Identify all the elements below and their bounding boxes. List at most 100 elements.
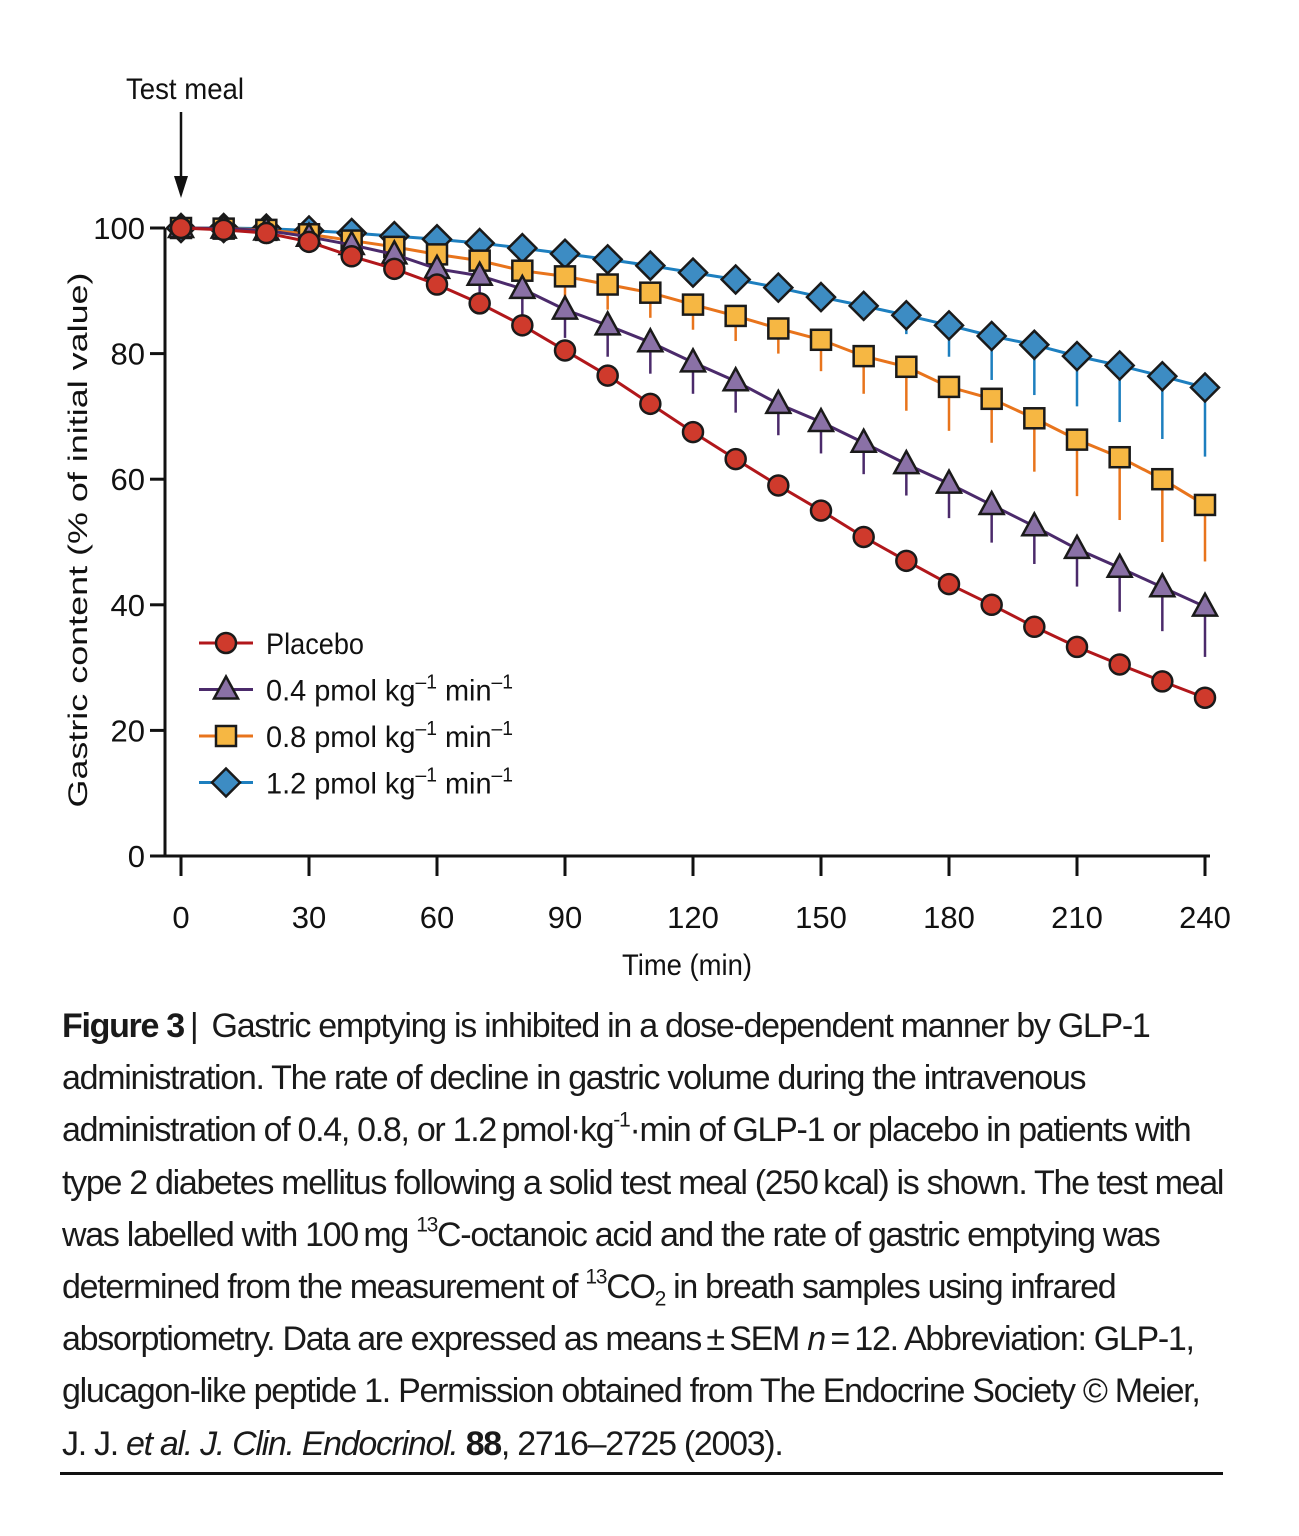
caption-sup: 13 [416,1213,438,1237]
caption-text: C-octanoic acid and the rate of gastric … [62,1215,1161,1307]
data-point [719,263,752,296]
line-chart: Test meal 0 20 40 60 80 100 0 30 60 90 120 150 180 2… [63,73,1231,982]
x-tick-label: 90 [548,900,582,935]
data-point [762,271,795,304]
legend: Placebo 0.4 pmol kg–1 min–1 0.8 pmol kg–1 … [199,628,513,801]
data-point [1023,407,1046,430]
data-point [636,326,665,353]
data-point [634,249,667,282]
x-tick-label: 150 [795,900,847,935]
data-point [1193,493,1217,517]
data-point [806,406,836,433]
data-point [847,290,880,322]
x-axis-label: Time (min) [622,949,752,982]
data-point [980,593,1003,617]
caption-text [458,1425,466,1463]
data-point [895,549,918,573]
caption-sup: 13 [585,1265,607,1289]
y-tick-label: 80 [111,337,145,372]
data-point [596,364,619,387]
data-point [852,525,875,549]
data-point [1193,686,1217,709]
data-point [297,230,321,254]
data-point [677,256,709,289]
y-tick-label: 20 [111,713,145,748]
x-tick-label: 60 [420,900,454,935]
data-point [639,281,662,304]
data-point [553,339,577,362]
data-point [468,292,491,315]
data-point [383,257,406,281]
caption-volume: 88 [465,1424,503,1463]
x-tick-label: 120 [667,900,719,935]
data-point [593,309,622,336]
data-point [1189,371,1221,404]
data-point [721,365,750,392]
caption-rule [60,1472,1223,1475]
caption-text: CO [606,1268,656,1307]
data-point [340,245,363,268]
caption-text: ·min of GLP-1 or placebo in patients wit… [62,1111,1224,1254]
data-point [724,304,747,328]
figure-label: Figure 3 [62,1007,185,1045]
caption-text [192,1425,200,1463]
data-point [1020,510,1049,537]
data-point [809,499,833,522]
y-tick-label: 60 [111,462,145,497]
caption-separator: | [189,1007,199,1045]
data-point [937,572,961,596]
caption-text: Gastric emptying is inhibited in a dose-… [62,1007,1151,1150]
data-point [506,232,539,264]
data-point [764,388,793,415]
data-point [508,273,537,300]
data-point [809,328,833,352]
figure: Test meal 0 20 40 60 80 100 0 30 60 90 120 150 180 2… [63,73,1231,982]
data-point [895,355,918,379]
legend-label: 0.8 pmol kg–1 min–1 [266,718,513,754]
series-triangle [166,212,1220,657]
data-point [890,299,923,332]
series-circle [169,216,1217,709]
data-point [724,447,747,471]
x-tick-label: 240 [1179,900,1231,935]
data-point [681,420,705,444]
x-tick-label: 0 [172,900,189,935]
y-tick-label: 40 [111,588,145,623]
test-meal-arrow-head [174,176,188,198]
y-axis-label: Gastric content (% of initial value) [63,273,93,808]
data-point [255,221,278,245]
y-tick-label: 0 [128,839,145,874]
caption-journal: J. Clin. Endocrinol. [200,1424,459,1463]
data-point [212,218,235,242]
data-point [1062,533,1092,560]
data-point [169,216,193,240]
data-point [1151,467,1174,491]
data-point [1108,653,1131,676]
test-meal-annotation: Test meal [126,73,244,106]
data-point [1148,571,1177,598]
caption-text: in breath samples using infrared absorpt… [62,1268,1117,1359]
data-point [849,427,878,454]
data-point [1018,329,1051,361]
legend-marker [210,766,242,799]
data-point [1190,591,1220,617]
data-point [805,281,837,313]
data-point [975,320,1008,352]
data-point [1108,445,1131,469]
legend-label: Placebo [266,628,364,661]
legend-marker [211,673,241,700]
data-point [933,309,965,342]
data-point [1103,349,1136,382]
data-point [1061,340,1093,372]
caption-text: , 2716–2725 (2003). [500,1424,784,1463]
caption-et-al: et al. [126,1424,193,1463]
data-point [511,314,534,337]
data-point [767,317,790,340]
data-point [980,387,1003,411]
data-point [550,294,580,320]
y-tick-label: 100 [93,211,145,246]
caption-sup: -1 [613,1108,630,1132]
data-point [596,273,619,296]
data-point [1151,670,1174,693]
data-point [1146,360,1179,392]
